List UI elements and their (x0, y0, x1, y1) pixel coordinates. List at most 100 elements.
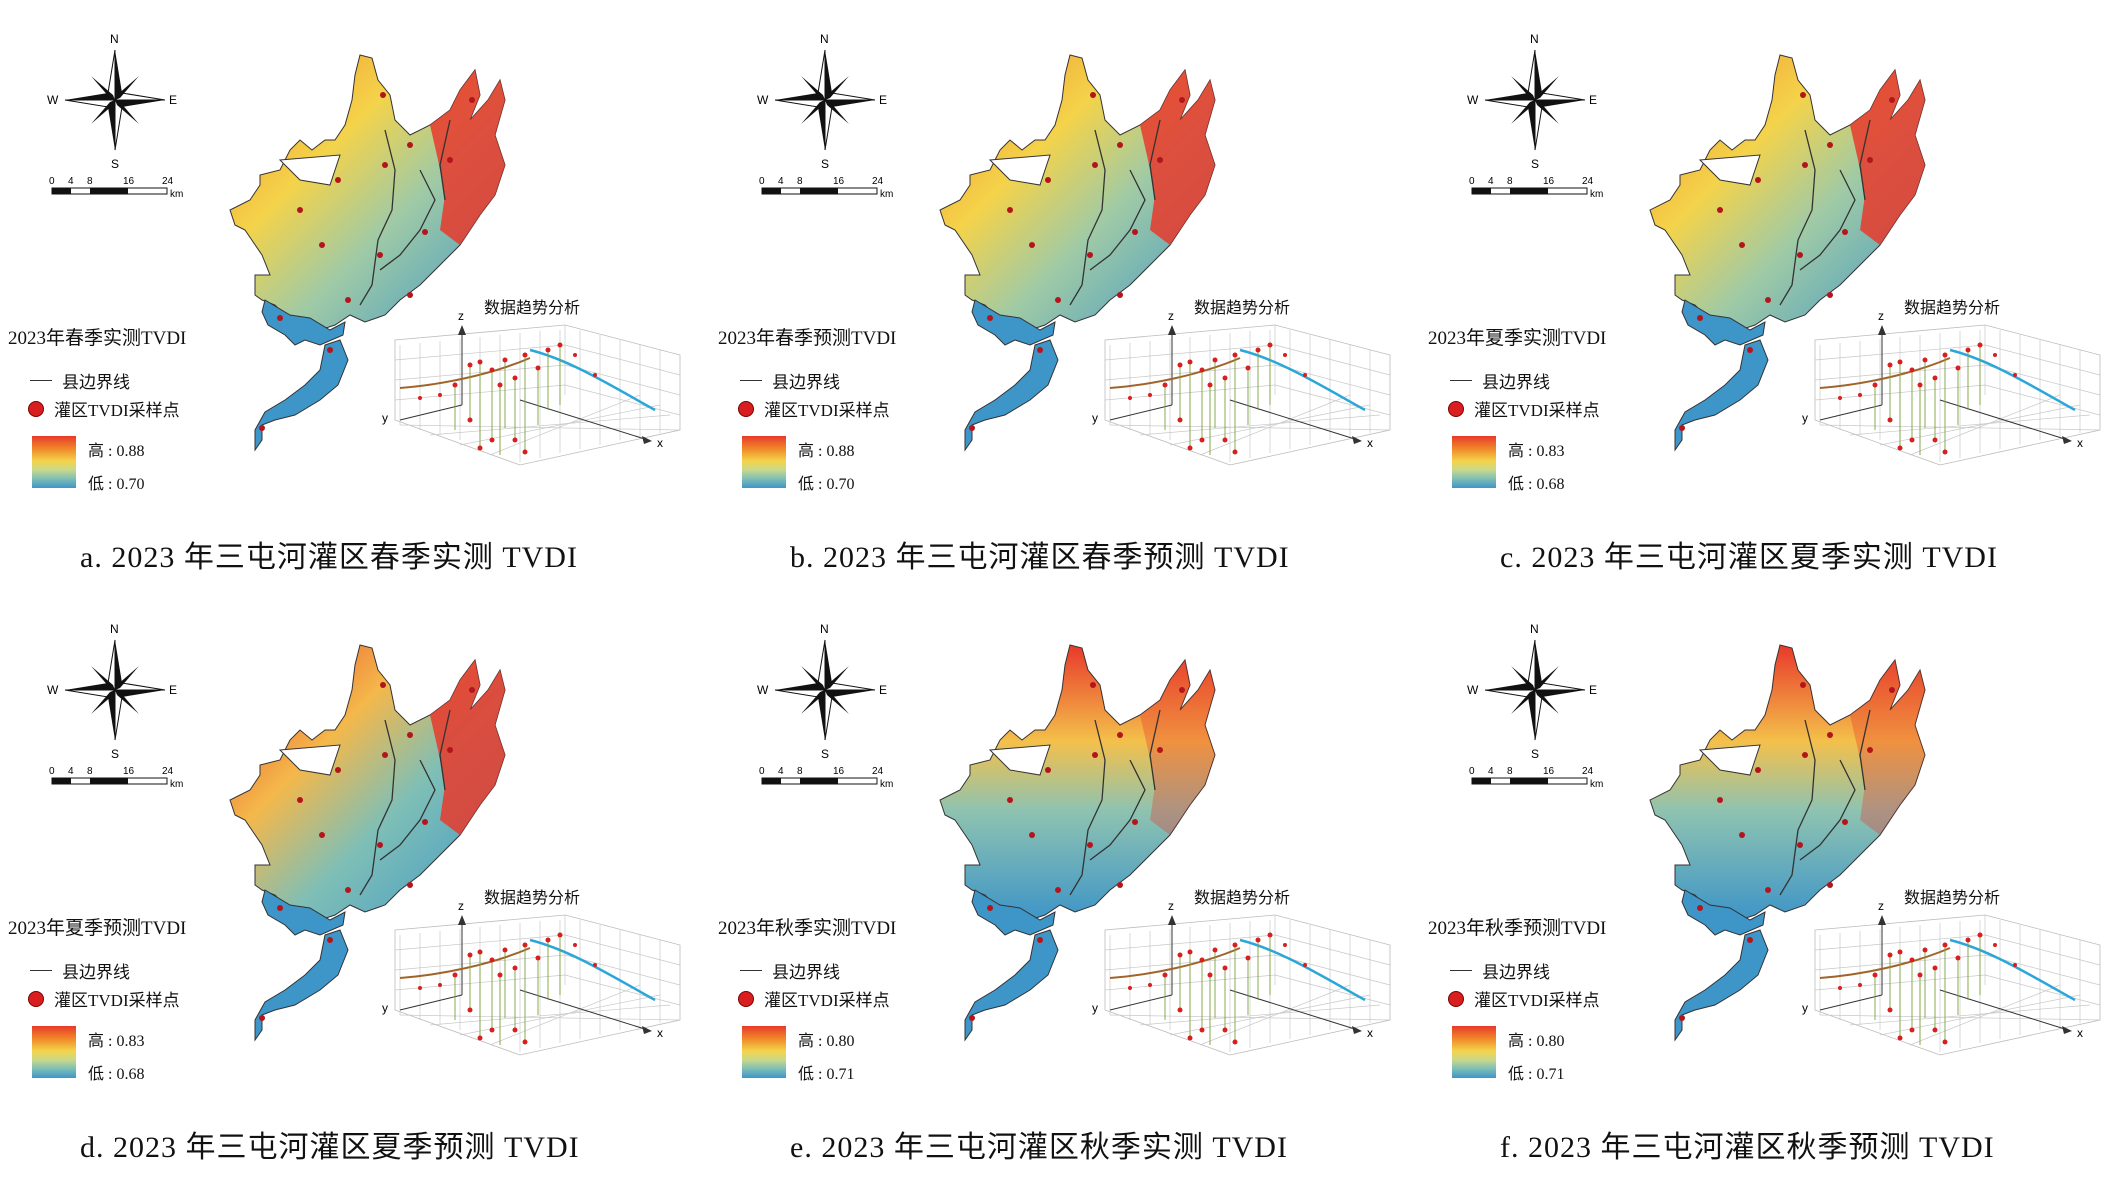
svg-text:N: N (110, 32, 119, 46)
legend-high-label: 高 : 0.88 (88, 443, 145, 460)
svg-text:4: 4 (778, 176, 784, 187)
figure-caption: e. 2023 年三屯河灌区秋季实测 TVDI (790, 1131, 1288, 1164)
legend-boundary: 县边界线 (30, 958, 130, 983)
legend-boundary: 县边界线 (740, 368, 840, 393)
svg-text:E: E (169, 683, 177, 697)
map-panel-e: N S E W 0 4 8 16 24 km (710, 590, 1411, 1180)
svg-text:z: z (1878, 309, 1884, 323)
sample-point-icon (1448, 990, 1464, 1007)
legend-high-label: 高 : 0.88 (798, 443, 855, 460)
svg-text:km: km (1590, 779, 1603, 790)
legend-boundary: 县边界线 (1450, 368, 1550, 393)
north-arrow-icon: N S E W (47, 622, 177, 761)
svg-text:24: 24 (872, 176, 884, 187)
svg-text:E: E (1589, 93, 1597, 107)
legend-high-label: 高 : 0.83 (1508, 443, 1565, 460)
color-ramp (742, 1026, 786, 1078)
legend-title: 2023年春季实测TVDI (8, 328, 187, 349)
irrigation-district-map (939, 54, 1216, 452)
svg-text:x: x (657, 436, 663, 450)
north-arrow-icon: N S E W (1467, 622, 1597, 761)
trend-analysis-title: 数据趋势分析 (484, 888, 581, 907)
irrigation-district-map (939, 644, 1216, 1042)
map-panel-b: N S E W 0 4 8 16 24 km (710, 0, 1411, 590)
sample-point-icon (738, 400, 754, 417)
trend-analysis-chart: z x y (382, 309, 681, 466)
svg-text:16: 16 (833, 176, 845, 187)
svg-text:8: 8 (797, 176, 803, 187)
trend-analysis-title: 数据趋势分析 (1194, 888, 1291, 907)
svg-text:16: 16 (123, 176, 135, 187)
trend-analysis-title: 数据趋势分析 (484, 298, 581, 317)
svg-text:W: W (47, 683, 59, 697)
legend-sample-label: 灌区TVDI采样点 (1474, 991, 1600, 1010)
sample-point-icon (28, 400, 44, 417)
color-ramp (1452, 1026, 1496, 1078)
svg-text:16: 16 (1543, 766, 1555, 777)
boundary-line-icon (740, 380, 762, 381)
svg-text:16: 16 (1543, 176, 1555, 187)
svg-text:y: y (382, 1001, 388, 1015)
legend-samples: 灌区TVDI采样点 (738, 396, 890, 421)
legend-title: 2023年秋季实测TVDI (718, 918, 897, 939)
legend-boundary: 县边界线 (740, 958, 840, 983)
svg-text:E: E (169, 93, 177, 107)
svg-text:0: 0 (759, 176, 765, 187)
legend-boundary: 县边界线 (30, 368, 130, 393)
legend-title: 2023年夏季预测TVDI (8, 918, 187, 939)
legend-title: 2023年秋季预测TVDI (1428, 918, 1607, 939)
legend-low-label: 低 : 0.68 (88, 1066, 145, 1083)
svg-text:y: y (1092, 1001, 1098, 1015)
legend-low-label: 低 : 0.71 (1508, 1066, 1565, 1083)
svg-text:W: W (1467, 93, 1479, 107)
svg-text:8: 8 (797, 766, 803, 777)
svg-text:km: km (880, 779, 893, 790)
svg-text:z: z (1168, 899, 1174, 913)
svg-text:z: z (458, 899, 464, 913)
svg-text:km: km (170, 779, 183, 790)
legend-sample-label: 灌区TVDI采样点 (1474, 401, 1600, 420)
figure-caption: c. 2023 年三屯河灌区夏季实测 TVDI (1500, 541, 1998, 574)
legend-boundary-label: 县边界线 (1482, 963, 1550, 982)
legend-high-label: 高 : 0.83 (88, 1033, 145, 1050)
legend-high-label: 高 : 0.80 (1508, 1033, 1565, 1050)
legend-title: 2023年夏季实测TVDI (1428, 328, 1607, 349)
svg-text:z: z (1168, 309, 1174, 323)
color-ramp (1452, 436, 1496, 488)
svg-text:4: 4 (778, 766, 784, 777)
svg-text:0: 0 (1469, 766, 1475, 777)
svg-text:x: x (657, 1026, 663, 1040)
svg-text:x: x (1367, 436, 1373, 450)
svg-text:24: 24 (1582, 176, 1594, 187)
map-figure: N S E W 0 4 8 16 24 km (757, 622, 1391, 1056)
map-panel-c: N S E W 0 4 8 16 24 km (1420, 0, 2105, 590)
legend-high-label: 高 : 0.80 (798, 1033, 855, 1050)
svg-text:S: S (111, 747, 119, 761)
svg-text:0: 0 (49, 176, 55, 187)
trend-analysis-title: 数据趋势分析 (1904, 298, 2001, 317)
scale-bar: 0 4 8 16 24 km (49, 766, 183, 790)
svg-text:0: 0 (1469, 176, 1475, 187)
svg-text:E: E (879, 683, 887, 697)
trend-analysis-chart: z x y (1802, 899, 2101, 1056)
trend-analysis-chart: z x y (1092, 899, 1391, 1056)
legend-boundary-label: 县边界线 (62, 963, 130, 982)
figure-caption: d. 2023 年三屯河灌区夏季预测 TVDI (80, 1131, 580, 1164)
legend-title: 2023年春季预测TVDI (718, 328, 897, 349)
legend-samples: 灌区TVDI采样点 (1448, 396, 1600, 421)
svg-text:4: 4 (68, 176, 74, 187)
svg-text:8: 8 (1507, 176, 1513, 187)
svg-text:km: km (170, 189, 183, 200)
boundary-line-icon (30, 970, 52, 971)
svg-text:S: S (111, 157, 119, 171)
svg-text:N: N (1530, 622, 1539, 636)
map-figure: N S E W 0 4 8 16 24 km (757, 32, 1391, 466)
map-figure: N S E W 0 4 8 16 24 km (1467, 622, 2101, 1056)
boundary-line-icon (30, 380, 52, 381)
svg-text:z: z (458, 309, 464, 323)
scale-bar: 0 4 8 16 24 km (759, 766, 893, 790)
irrigation-district-map (1649, 54, 1926, 452)
map-figure: N S E W 0 4 8 16 24 km (47, 32, 681, 466)
svg-text:W: W (757, 683, 769, 697)
boundary-line-icon (1450, 970, 1472, 971)
